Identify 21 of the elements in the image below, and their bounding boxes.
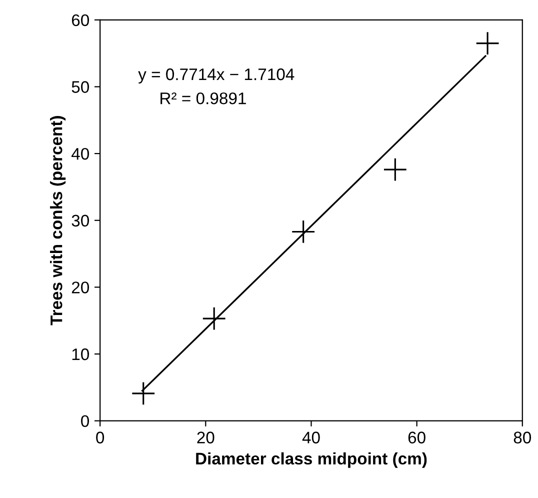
annotation: y = 0.7714x − 1.7104 [138,68,294,84]
y-tick-label: 0 [81,415,89,428]
point [292,220,315,243]
x-tick-label: 0 [96,432,104,444]
point [384,158,406,181]
x-tick-label: 20 [197,432,214,444]
y-tick-label: 30 [72,214,89,227]
x-tick-label: 60 [408,432,426,444]
y-tick-label: 20 [72,282,89,294]
x-tick-label: 80 [514,432,532,444]
y-tick-label: 10 [72,348,89,360]
y-axis-title: Trees with conks (percent) [50,116,66,326]
point [476,32,499,55]
y-tick-label: 50 [72,81,89,93]
x-tick-label: 40 [302,432,320,444]
x-axis-title: Diameter class midpoint (cm) [196,452,427,468]
y-tick-label: 60 [72,14,89,26]
point [132,382,155,405]
y-tick-label: 40 [72,148,89,160]
point [202,307,226,330]
annotation: R² = 0.9891 [160,92,246,104]
